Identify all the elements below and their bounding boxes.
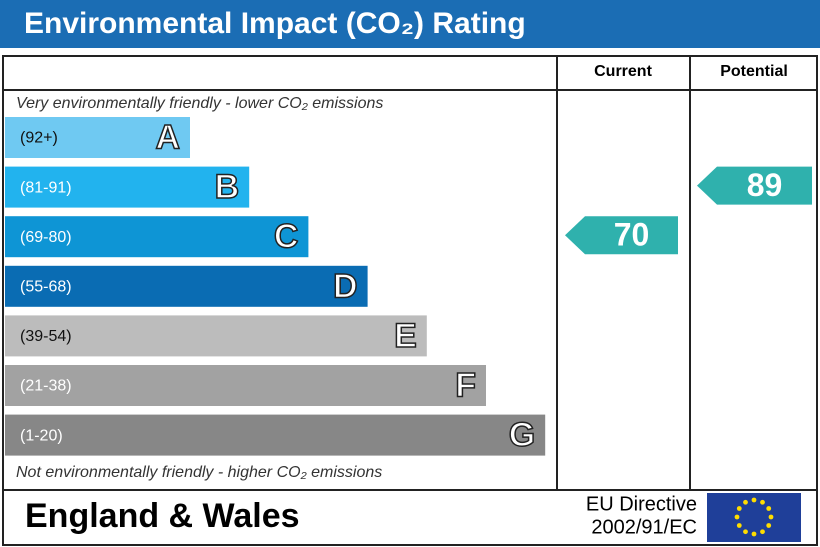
band-range: (21-38) — [20, 378, 72, 395]
flag-star — [743, 529, 748, 535]
column-header: Current — [594, 63, 652, 80]
flag-star — [760, 499, 765, 505]
rating-value: 89 — [747, 167, 783, 203]
frame — [2, 55, 818, 546]
flag-star — [736, 506, 742, 511]
band-range: (81-91) — [20, 179, 72, 196]
band-range: (55-68) — [20, 279, 72, 296]
band-bar — [5, 117, 190, 158]
flag-star — [751, 531, 757, 537]
band-bar — [5, 265, 368, 307]
band-bar — [5, 414, 546, 456]
band-letter: E — [394, 317, 417, 355]
region: England & Wales — [25, 497, 300, 535]
flag-star — [736, 523, 742, 528]
band-bar — [5, 365, 486, 406]
flag-star — [766, 523, 772, 528]
band-bar — [5, 166, 250, 208]
column-header: Potential — [720, 63, 788, 80]
band-letter: B — [215, 168, 240, 206]
flag-star — [751, 497, 757, 503]
rating-arrow — [565, 216, 678, 255]
band-range: (39-54) — [20, 328, 72, 345]
directive: 2002/91/EC — [591, 516, 697, 538]
title-bar — [0, 0, 820, 48]
band-bar — [5, 216, 309, 258]
band-range: (69-80) — [20, 229, 72, 246]
directive: EU Directive — [586, 493, 697, 515]
rating-value: 70 — [614, 217, 650, 253]
flag-star — [743, 499, 748, 505]
top-note: Very environmentally friendly - lower CO… — [16, 95, 383, 112]
band-bar — [5, 315, 427, 357]
title: Environmental Impact (CO₂) Rating — [24, 7, 526, 40]
band-letter: A — [155, 118, 180, 156]
band-letter: D — [333, 267, 358, 305]
band-letter: C — [274, 218, 299, 256]
flag-star — [760, 529, 765, 535]
flag-star — [766, 506, 772, 511]
eu-flag — [707, 493, 801, 542]
flag-star — [768, 514, 774, 520]
band-range: (92+) — [20, 130, 58, 147]
rating-arrow — [697, 166, 812, 205]
band-letter: G — [509, 416, 535, 454]
bottom-note: Not environmentally friendly - higher CO… — [16, 464, 382, 481]
band-range: (1-20) — [20, 427, 63, 444]
flag-star — [734, 514, 740, 520]
band-letter: F — [455, 366, 476, 404]
